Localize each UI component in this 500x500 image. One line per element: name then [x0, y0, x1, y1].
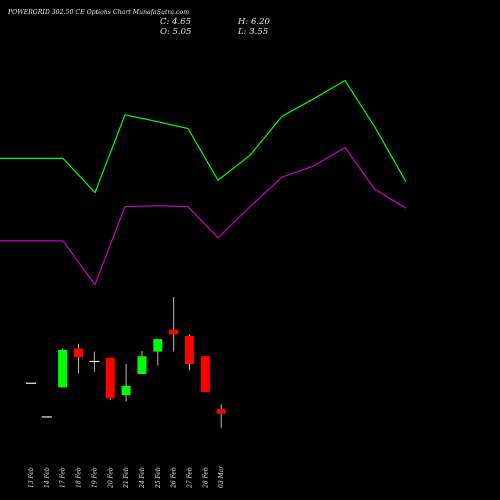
high-value: H: 6.20 [238, 17, 270, 27]
x-tick-label: 25 Feb [155, 467, 162, 489]
candle [121, 364, 131, 402]
x-tick-label: 20 Feb [107, 467, 114, 489]
candle-body [200, 356, 210, 393]
candle-body [74, 348, 84, 358]
x-tick-label: 17 Feb [60, 467, 67, 488]
candles [26, 297, 226, 428]
candle [41, 416, 52, 418]
candle [185, 334, 194, 371]
x-tick-label: 19 Feb [91, 467, 98, 488]
lower-band-line [0, 146, 407, 286]
candle-body [169, 329, 179, 335]
candle [200, 356, 210, 393]
candle-body [105, 357, 115, 399]
candle [26, 382, 36, 384]
candle-body [216, 409, 226, 414]
x-tick-label: 18 Feb [76, 467, 83, 488]
candle-body [58, 349, 68, 388]
candle-body [121, 385, 131, 396]
open-value: O: 5.05 [160, 27, 192, 37]
x-tick-label: 24 Feb [139, 467, 146, 489]
x-tick-label: 13 Feb [28, 467, 35, 488]
close-value: C: 4.65 [160, 17, 191, 27]
x-tick-label: 03 Mar [218, 465, 225, 488]
candle-body [185, 335, 194, 364]
candle [137, 350, 147, 374]
candle [153, 339, 163, 366]
x-axis-labels: 13 Feb 14 Feb 17 Feb 18 Feb 19 Feb 20 Feb 21 F… [28, 465, 225, 489]
x-tick-label: 27 Feb [187, 467, 194, 489]
x-tick-label: 28 Feb [202, 467, 209, 489]
candle-body [26, 382, 36, 384]
low-value: L: 3.55 [238, 27, 269, 37]
candle-body [89, 360, 100, 363]
candle-body [41, 416, 52, 418]
chart-title: POWERGRID 302.50 CE Options Chart Munafa… [8, 9, 190, 16]
band-lines [0, 79, 407, 286]
x-tick-label: 14 Feb [44, 467, 51, 488]
x-tick-label: 26 Feb [171, 467, 178, 489]
upper-band-line [0, 79, 407, 194]
candle [169, 297, 179, 352]
x-tick-label: 21 Feb [123, 467, 130, 489]
candle [216, 404, 226, 428]
candle-body [137, 356, 147, 374]
candle [105, 357, 115, 400]
candle [89, 351, 100, 372]
candle [58, 348, 68, 388]
candle [74, 343, 84, 374]
candle-body [153, 339, 163, 352]
